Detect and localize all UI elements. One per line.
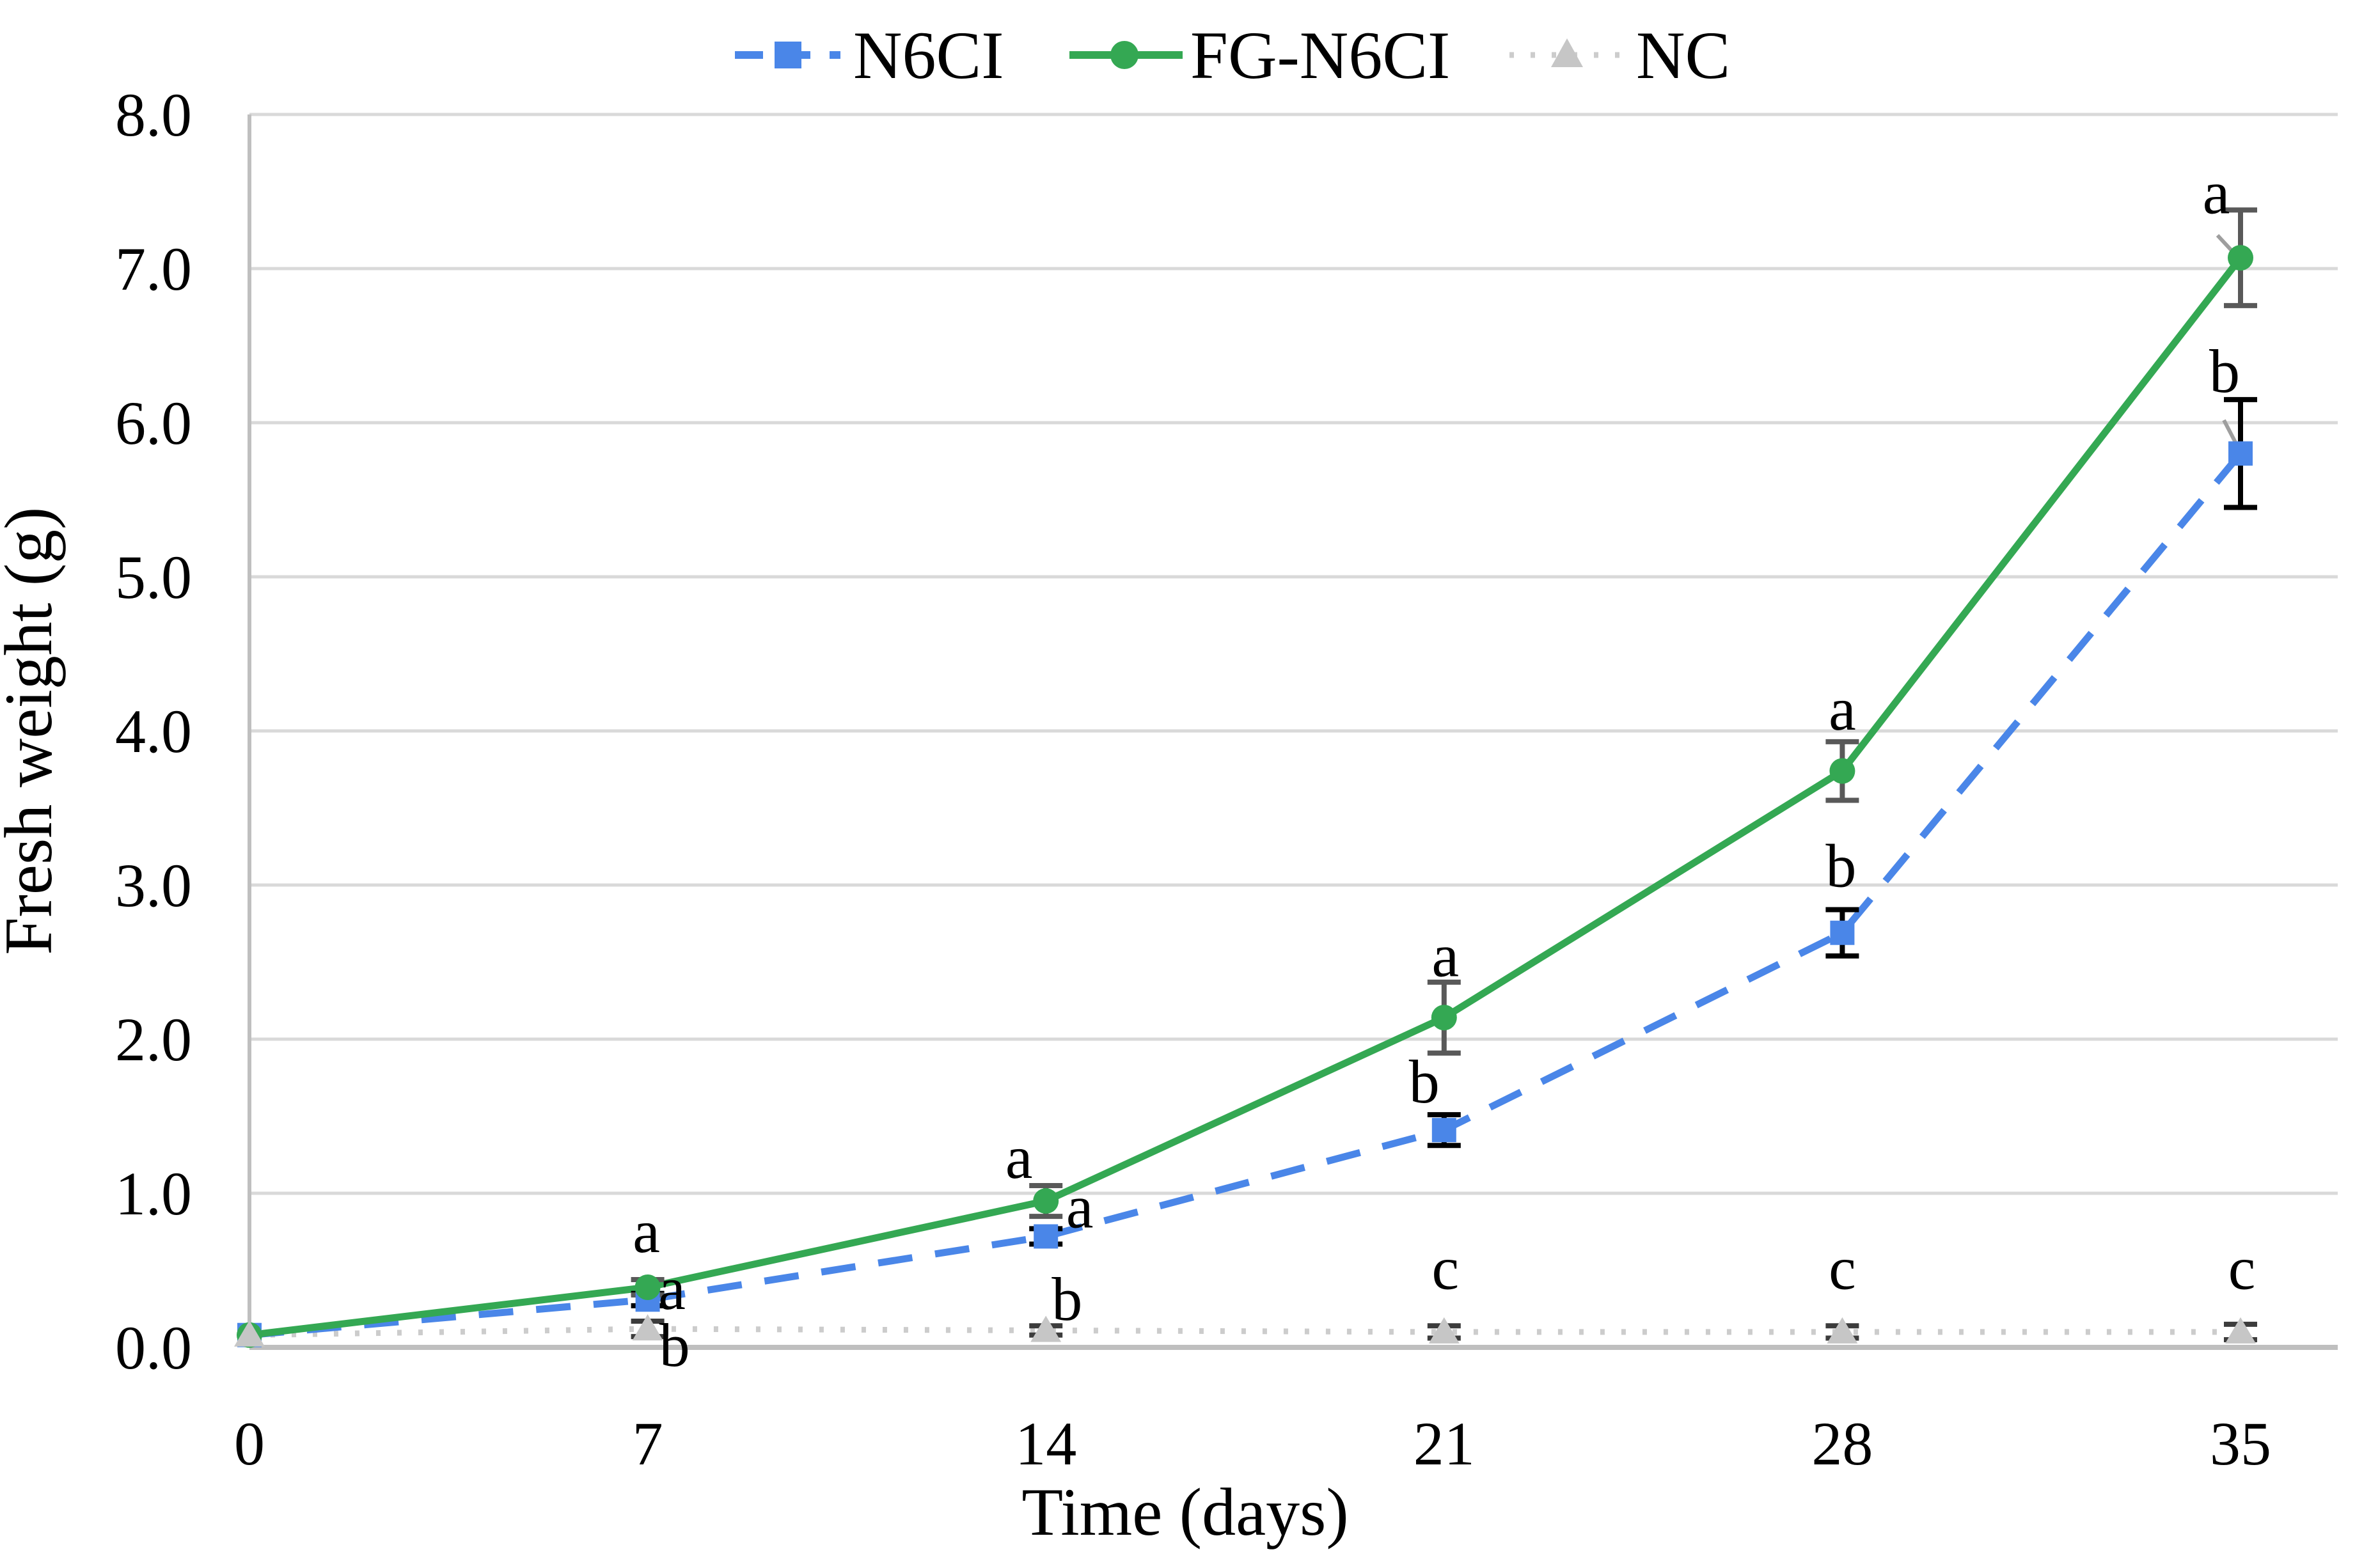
legend-item-nc: NC xyxy=(1509,18,1730,93)
significance-letter: c xyxy=(1431,1234,1459,1303)
x-tick-label: 35 xyxy=(2210,1409,2271,1478)
axis-lines xyxy=(248,114,2338,1350)
y-tick-label: 5.0 xyxy=(115,543,192,611)
y-tick-label: 2.0 xyxy=(115,1005,192,1074)
x-tick-label: 14 xyxy=(1015,1409,1076,1478)
data-point-triangle-nc xyxy=(1428,1317,1460,1344)
data-point-triangle-nc xyxy=(632,1314,663,1341)
data-point-circle-fg-n6ci xyxy=(2228,245,2254,271)
y-tick-label: 3.0 xyxy=(115,851,192,920)
x-tick-label: 28 xyxy=(1811,1409,1873,1478)
x-tick-label: 21 xyxy=(1414,1409,1475,1478)
significance-letter: b xyxy=(1825,832,1856,900)
legend-circle-marker xyxy=(1110,41,1138,69)
significance-letter: a xyxy=(1431,921,1459,989)
legend: N6CI FG-N6CI NC xyxy=(735,18,1730,93)
x-tick-labels: 0 7 14 21 28 35 xyxy=(234,1409,2271,1478)
y-axis-title: Fresh weight (g) xyxy=(0,507,66,955)
series-lines xyxy=(249,255,2244,1339)
significance-letter: a xyxy=(2203,159,2230,227)
y-tick-label: 6.0 xyxy=(115,389,192,457)
series-line-nc xyxy=(249,1326,2241,1338)
significance-letter: b xyxy=(659,1311,690,1379)
significance-letter: b xyxy=(1409,1047,1440,1116)
y-tick-label: 8.0 xyxy=(115,81,192,149)
significance-letter: a xyxy=(658,1254,686,1322)
data-point-triangle-nc xyxy=(1030,1315,1062,1342)
data-point-square-n6ci xyxy=(2228,441,2253,466)
y-tick-labels: 0.0 1.0 2.0 3.0 4.0 5.0 6.0 7.0 8.0 xyxy=(115,81,192,1382)
y-tick-label: 0.0 xyxy=(115,1313,192,1382)
data-point-circle-fg-n6ci xyxy=(1033,1188,1059,1214)
significance-letter: b xyxy=(1052,1265,1082,1333)
significance-letter: b xyxy=(2209,337,2240,405)
y-tick-label: 1.0 xyxy=(115,1159,192,1228)
data-point-circle-fg-n6ci xyxy=(1431,1005,1457,1031)
gridlines xyxy=(249,113,2338,1195)
series-line-fg-n6ci xyxy=(249,255,2244,1339)
significance-letter: a xyxy=(1066,1172,1094,1241)
y-tick-label: 4.0 xyxy=(115,697,192,765)
legend-label: FG-N6CI xyxy=(1190,18,1450,93)
data-point-square-n6ci xyxy=(1431,1118,1456,1143)
data-point-square-n6ci xyxy=(1830,920,1855,945)
legend-label: NC xyxy=(1636,18,1730,93)
significance-letter: c xyxy=(1829,1234,1856,1303)
data-point-triangle-nc xyxy=(2225,1317,2257,1344)
legend-item-fg-n6ci: FG-N6CI xyxy=(1069,18,1450,93)
data-point-triangle-nc xyxy=(234,1320,265,1347)
legend-square-marker xyxy=(775,42,801,68)
data-point-markers xyxy=(234,245,2257,1348)
significance-letter: a xyxy=(633,1197,660,1266)
legend-item-n6ci: N6CI xyxy=(735,18,1004,93)
data-point-circle-fg-n6ci xyxy=(634,1274,661,1301)
data-point-triangle-nc xyxy=(1827,1317,1858,1344)
x-axis-title: Time (days) xyxy=(1021,1475,1348,1549)
series-line-n6ci xyxy=(249,451,2244,1339)
significance-letter: c xyxy=(2228,1234,2256,1303)
data-point-circle-fg-n6ci xyxy=(1829,758,1855,784)
x-tick-label: 0 xyxy=(234,1409,265,1478)
legend-label: N6CI xyxy=(853,18,1004,93)
data-point-square-n6ci xyxy=(1034,1224,1059,1249)
x-tick-label: 7 xyxy=(633,1409,663,1478)
significance-letter: a xyxy=(1005,1123,1033,1191)
y-tick-label: 7.0 xyxy=(115,235,192,303)
error-bars xyxy=(631,207,2258,1342)
significance-letter: a xyxy=(1829,675,1856,743)
legend-triangle-marker xyxy=(1551,38,1583,67)
